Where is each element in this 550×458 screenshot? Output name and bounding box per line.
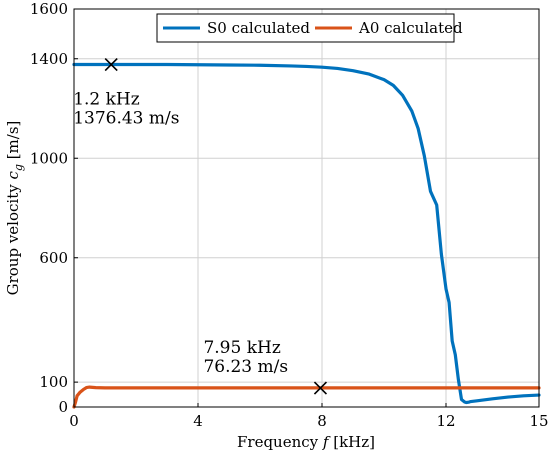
marker-annotation: 1.2 kHz bbox=[73, 90, 140, 110]
data-markers bbox=[104, 58, 328, 395]
cross-marker bbox=[104, 58, 118, 72]
series-lines bbox=[72, 62, 541, 409]
legend-label-a0: A0 calculated bbox=[358, 19, 463, 37]
plot-frame bbox=[73, 8, 540, 408]
y-tick-label: 1000 bbox=[30, 149, 68, 167]
cross-marker bbox=[313, 381, 328, 395]
y-tick-label: 600 bbox=[39, 249, 68, 267]
legend-box bbox=[156, 13, 455, 43]
y-axis-label: Group velocity cg [m/s] bbox=[4, 121, 25, 296]
marker-annotation: 7.95 kHz bbox=[203, 338, 280, 358]
y-tick-label: 100 bbox=[39, 373, 68, 391]
a0-series-line bbox=[72, 385, 541, 409]
tick-labels: 0 4 8 12 15 0 100 600 1000 1400 1600 bbox=[30, 0, 549, 430]
y-tick-label: 1600 bbox=[30, 0, 68, 18]
x-tick-label: 15 bbox=[529, 412, 548, 430]
marker-annotation: 1376.43 m/s bbox=[73, 109, 179, 129]
grid bbox=[74, 9, 539, 407]
y-tick-label: 1400 bbox=[30, 50, 68, 68]
x-tick-label: 4 bbox=[193, 412, 203, 430]
marker-annotation: 76.23 m/s bbox=[203, 357, 288, 377]
legend-label-s0: S0 calculated bbox=[207, 19, 310, 37]
x-tick-label: 12 bbox=[436, 412, 455, 430]
x-axis-label: Frequency f [kHz] bbox=[237, 433, 375, 451]
x-tick-label: 0 bbox=[69, 412, 79, 430]
y-tick-label: 0 bbox=[58, 398, 68, 416]
x-tick-label: 8 bbox=[317, 412, 327, 430]
s0-series-line bbox=[72, 62, 541, 405]
legend: S0 calculated A0 calculated bbox=[156, 13, 463, 43]
